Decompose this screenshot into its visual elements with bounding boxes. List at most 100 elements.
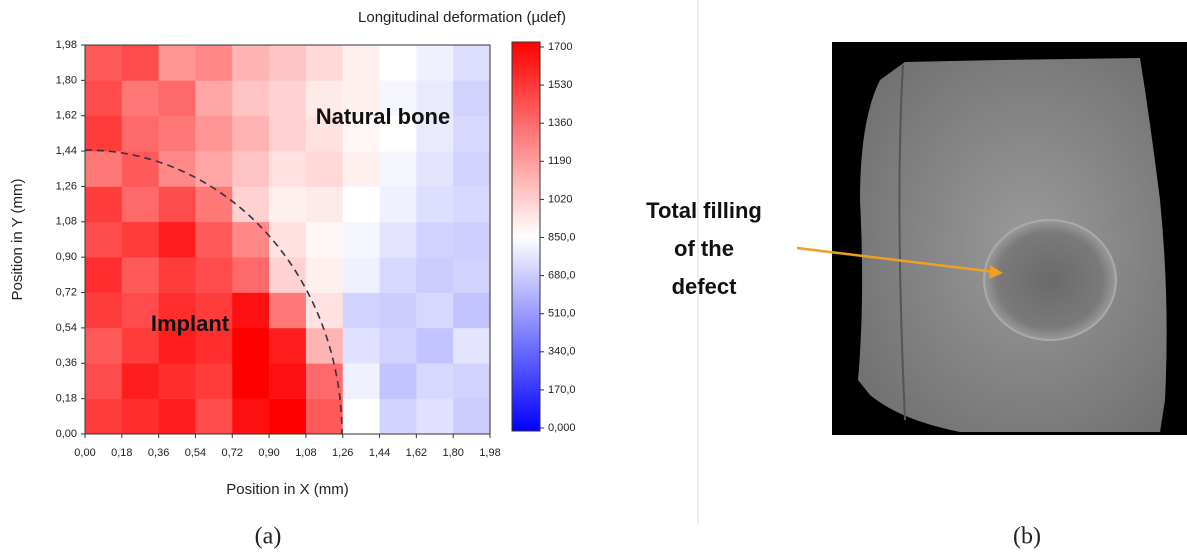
heatmap-cell bbox=[305, 327, 344, 364]
annotation: Natural bone bbox=[316, 104, 450, 129]
x-tick-label: 0,36 bbox=[148, 447, 169, 459]
heatmap-cell bbox=[195, 45, 233, 81]
photo bbox=[832, 42, 1187, 435]
heatmap-cell bbox=[269, 45, 307, 81]
heatmap-cell bbox=[121, 363, 159, 399]
heatmap-cell bbox=[342, 292, 380, 329]
heatmap-cell bbox=[453, 221, 491, 258]
y-tick-label: 0,72 bbox=[56, 286, 77, 298]
x-tick-label: 1,26 bbox=[332, 447, 353, 459]
heatmap-cell bbox=[269, 221, 307, 258]
heatmap-cell bbox=[85, 151, 123, 187]
y-tick-label: 0,00 bbox=[56, 428, 77, 440]
x-tick-label: 0,54 bbox=[185, 447, 206, 459]
x-tick-label: 1,44 bbox=[369, 447, 390, 459]
heatmap-cell bbox=[158, 398, 196, 435]
x-tick-label: 1,08 bbox=[295, 447, 316, 459]
heatmap-cell bbox=[342, 257, 380, 293]
heatmap-cell bbox=[85, 186, 123, 223]
heatmap-cell bbox=[85, 221, 123, 258]
annotation-line: defect bbox=[672, 274, 737, 299]
colorbar-tick-label: 1360 bbox=[548, 117, 572, 129]
heatmap-cell bbox=[195, 363, 233, 399]
plot-frame bbox=[84, 44, 491, 435]
heatmap-cell bbox=[342, 151, 380, 187]
heatmap-cell bbox=[453, 327, 491, 364]
heatmap-cell bbox=[121, 292, 159, 329]
x-tick-label: 0,72 bbox=[222, 447, 243, 459]
heatmap-cell bbox=[121, 151, 159, 187]
heatmap-cell bbox=[232, 80, 270, 117]
heatmap-cell bbox=[85, 257, 123, 293]
heatmap-cell bbox=[342, 186, 380, 223]
x-tick-label: 1,80 bbox=[442, 447, 463, 459]
heatmap-cell bbox=[195, 257, 233, 293]
heatmap-cell bbox=[158, 363, 196, 399]
heatmap-cell bbox=[85, 327, 123, 364]
arrow bbox=[796, 246, 996, 274]
heatmap-cell bbox=[453, 80, 491, 117]
heatmap-panel: 0,00 0,18 0,36 0,54 0,72 0,90 1,08 1,26 1,44 1,62… bbox=[9, 9, 576, 498]
colorbar-tick-label: 340,0 bbox=[548, 346, 576, 358]
heatmap-cell bbox=[379, 327, 417, 364]
heatmap-cell bbox=[195, 115, 233, 152]
panel-label: (b) bbox=[1013, 524, 1041, 550]
heatmap-cell bbox=[416, 151, 454, 187]
colorbar-tick-label: 1700 bbox=[548, 41, 572, 53]
x-tick-label: 1,62 bbox=[406, 447, 427, 459]
heatmap-cell bbox=[85, 45, 123, 81]
heatmap-cell bbox=[232, 45, 270, 81]
heatmap-cell bbox=[379, 115, 417, 152]
heatmap-cell bbox=[85, 115, 123, 152]
heatmap-cell bbox=[121, 398, 159, 435]
defect bbox=[983, 219, 1117, 341]
heatmap-cell bbox=[342, 398, 380, 435]
heatmap-cell bbox=[121, 45, 159, 81]
heatmap-cell bbox=[416, 221, 454, 258]
heatmap-cell bbox=[342, 363, 380, 399]
heatmap-cell bbox=[416, 257, 454, 293]
heatmap-cell bbox=[342, 221, 380, 258]
heatmap-cell bbox=[305, 257, 344, 293]
heatmap-cell bbox=[342, 115, 380, 152]
x-tick-label: 1,98 bbox=[479, 447, 500, 459]
heatmap-cell bbox=[269, 151, 307, 187]
heatmap-cell bbox=[232, 151, 270, 187]
heatmap-cell bbox=[121, 186, 159, 223]
y-tick-label: 1,62 bbox=[56, 110, 77, 122]
heatmap-cell bbox=[453, 151, 491, 187]
heatmap-cell bbox=[121, 327, 159, 364]
heatmap-cell bbox=[453, 363, 491, 399]
heatmap-cell bbox=[269, 115, 307, 152]
heatmap-cell bbox=[269, 363, 307, 399]
heatmap-cell bbox=[305, 115, 344, 152]
heatmap-cell bbox=[379, 80, 417, 117]
heatmap-cell bbox=[453, 257, 491, 293]
colorbar-tick-label: 1190 bbox=[548, 155, 572, 167]
heatmap-cell bbox=[232, 257, 270, 293]
heatmap-cell bbox=[85, 398, 123, 435]
y-tick-label: 0,18 bbox=[56, 393, 77, 405]
y-tick-label: 1,08 bbox=[56, 216, 77, 228]
heatmap-cell bbox=[269, 257, 307, 293]
heatmap-cell bbox=[232, 115, 270, 152]
heatmap-cell bbox=[379, 186, 417, 223]
y-tick-label: 1,98 bbox=[56, 39, 77, 51]
heatmap-cell bbox=[195, 398, 233, 435]
y-tick-label: 1,44 bbox=[56, 145, 77, 157]
x-axis-label: Position in X (mm) bbox=[226, 481, 349, 498]
heatmap-cell bbox=[305, 221, 344, 258]
heatmap-cell bbox=[158, 221, 196, 258]
heatmap-cell bbox=[305, 398, 344, 435]
heatmap-cell bbox=[453, 115, 491, 152]
heatmap-cell bbox=[195, 80, 233, 117]
heatmap-cell bbox=[195, 186, 233, 223]
colorbar-tick-label: 680,0 bbox=[548, 270, 576, 282]
heatmap-cell bbox=[158, 257, 196, 293]
heatmap-cell bbox=[232, 221, 270, 258]
heatmap-cell bbox=[416, 186, 454, 223]
heatmap-cell bbox=[453, 45, 491, 81]
y-tick-label: 1,80 bbox=[56, 74, 77, 86]
annotation: Implant bbox=[151, 311, 230, 336]
